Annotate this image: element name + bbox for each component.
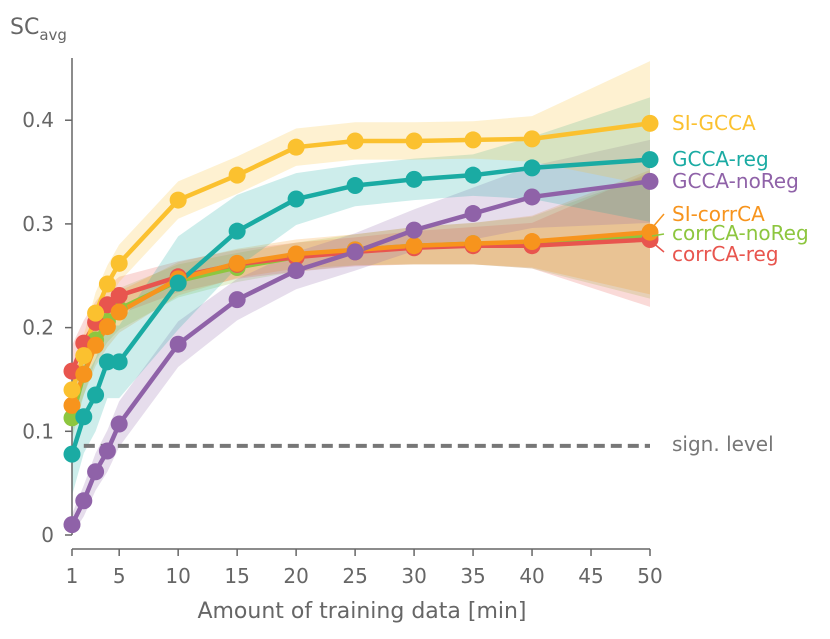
leader-si-corrca bbox=[651, 213, 665, 229]
x-tick-label: 1 bbox=[66, 564, 79, 588]
point-GCCA-noReg bbox=[346, 243, 364, 261]
point-GCCA-noReg bbox=[98, 442, 116, 460]
legend-label: corrCA-noReg bbox=[672, 221, 809, 245]
point-GCCA-noReg bbox=[169, 335, 187, 353]
x-tick-label: 5 bbox=[113, 564, 126, 588]
band-GCCA-reg bbox=[72, 97, 650, 496]
legend-label: SI-corrCA bbox=[672, 202, 765, 226]
point-GCCA-noReg bbox=[464, 205, 482, 223]
y-tick-label: 0 bbox=[41, 523, 54, 547]
point-corrCA-reg bbox=[110, 286, 128, 304]
point-GCCA-reg bbox=[169, 274, 187, 292]
point-SI-corrCA bbox=[523, 233, 541, 251]
point-GCCA-reg bbox=[98, 353, 116, 371]
point-SI-corrCA bbox=[641, 223, 659, 241]
point-GCCA-reg bbox=[87, 386, 105, 404]
x-tick-label: 30 bbox=[401, 564, 426, 588]
point-SI-corrCA bbox=[75, 365, 93, 383]
point-SI-corrCA bbox=[464, 235, 482, 253]
x-tick-label: 15 bbox=[224, 564, 249, 588]
x-tick-label: 50 bbox=[637, 564, 662, 588]
point-GCCA-reg bbox=[523, 159, 541, 177]
point-GCCA-reg bbox=[228, 222, 246, 240]
point-SI-GCCA bbox=[228, 166, 246, 184]
point-SI-GCCA bbox=[169, 191, 187, 209]
confidence-bands bbox=[72, 61, 650, 536]
x-axis-title: Amount of training data [min] bbox=[197, 599, 526, 624]
point-SI-corrCA bbox=[110, 303, 128, 321]
y-tick-label: 0.2 bbox=[22, 316, 54, 340]
point-GCCA-noReg bbox=[405, 221, 423, 239]
y-axis-title-subscript: avg bbox=[39, 26, 67, 44]
point-GCCA-reg bbox=[346, 177, 364, 195]
point-GCCA-noReg bbox=[523, 188, 541, 206]
point-SI-GCCA bbox=[98, 275, 116, 293]
point-SI-GCCA bbox=[63, 381, 81, 399]
point-GCCA-reg bbox=[464, 166, 482, 184]
band-SI-GCCA bbox=[72, 61, 650, 411]
x-tick-label: 25 bbox=[342, 564, 367, 588]
point-SI-corrCA bbox=[63, 396, 81, 414]
point-SI-corrCA bbox=[98, 318, 116, 336]
point-GCCA-reg bbox=[405, 170, 423, 188]
point-GCCA-reg bbox=[63, 445, 81, 463]
legend-label: corrCA-reg bbox=[672, 242, 779, 266]
y-tick-label: 0.3 bbox=[22, 212, 54, 236]
band-SI-corrCA bbox=[72, 169, 650, 427]
point-SI-GCCA bbox=[641, 114, 659, 132]
point-SI-GCCA bbox=[523, 130, 541, 148]
band-corrCA-reg bbox=[72, 172, 650, 398]
point-GCCA-noReg bbox=[641, 172, 659, 190]
axes: 00.10.20.30.41 5 10 15 20 25 30 35 40 45 50 bbox=[22, 58, 663, 588]
point-SI-GCCA bbox=[110, 254, 128, 272]
point-GCCA-reg bbox=[641, 151, 659, 169]
point-GCCA-reg bbox=[287, 190, 305, 208]
point-SI-GCCA bbox=[464, 131, 482, 149]
series-points bbox=[63, 114, 659, 534]
point-SI-GCCA bbox=[75, 347, 93, 365]
point-GCCA-reg bbox=[110, 353, 128, 371]
legend: SI-GCCAGCCA-regGCCA-noRegSI-corrCAcorrCA… bbox=[651, 111, 809, 456]
point-GCCA-noReg bbox=[110, 415, 128, 433]
y-tick-label: 0.1 bbox=[22, 419, 54, 443]
point-SI-GCCA bbox=[287, 138, 305, 156]
y-tick-label: 0.4 bbox=[22, 108, 54, 132]
point-GCCA-noReg bbox=[228, 291, 246, 309]
point-SI-corrCA bbox=[287, 245, 305, 263]
legend-label: GCCA-reg bbox=[672, 147, 769, 171]
point-GCCA-noReg bbox=[63, 516, 81, 534]
point-SI-GCCA bbox=[405, 132, 423, 150]
point-GCCA-noReg bbox=[75, 492, 93, 510]
x-tick-label: 35 bbox=[460, 564, 485, 588]
point-SI-GCCA bbox=[87, 304, 105, 322]
leader-corrca-noreg bbox=[651, 233, 665, 237]
point-GCCA-noReg bbox=[87, 463, 105, 481]
leader-corrca-reg bbox=[651, 241, 665, 253]
x-tick-label: 40 bbox=[519, 564, 544, 588]
y-axis-title: SCavg bbox=[10, 15, 67, 44]
y-axis-title-main: SC bbox=[10, 15, 39, 40]
legend-label: GCCA-noReg bbox=[672, 169, 799, 193]
point-GCCA-noReg bbox=[287, 262, 305, 280]
x-tick-label: 10 bbox=[165, 564, 190, 588]
x-tick-label: 20 bbox=[283, 564, 308, 588]
point-SI-GCCA bbox=[346, 132, 364, 150]
axis-titles: SCavg Amount of training data [min] bbox=[10, 15, 527, 624]
point-SI-corrCA bbox=[405, 237, 423, 255]
legend-label: sign. level bbox=[672, 432, 774, 456]
x-tick-label: 45 bbox=[578, 564, 603, 588]
legend-label: SI-GCCA bbox=[672, 111, 756, 135]
point-SI-corrCA bbox=[228, 254, 246, 272]
point-SI-corrCA bbox=[87, 336, 105, 354]
point-GCCA-reg bbox=[75, 408, 93, 426]
